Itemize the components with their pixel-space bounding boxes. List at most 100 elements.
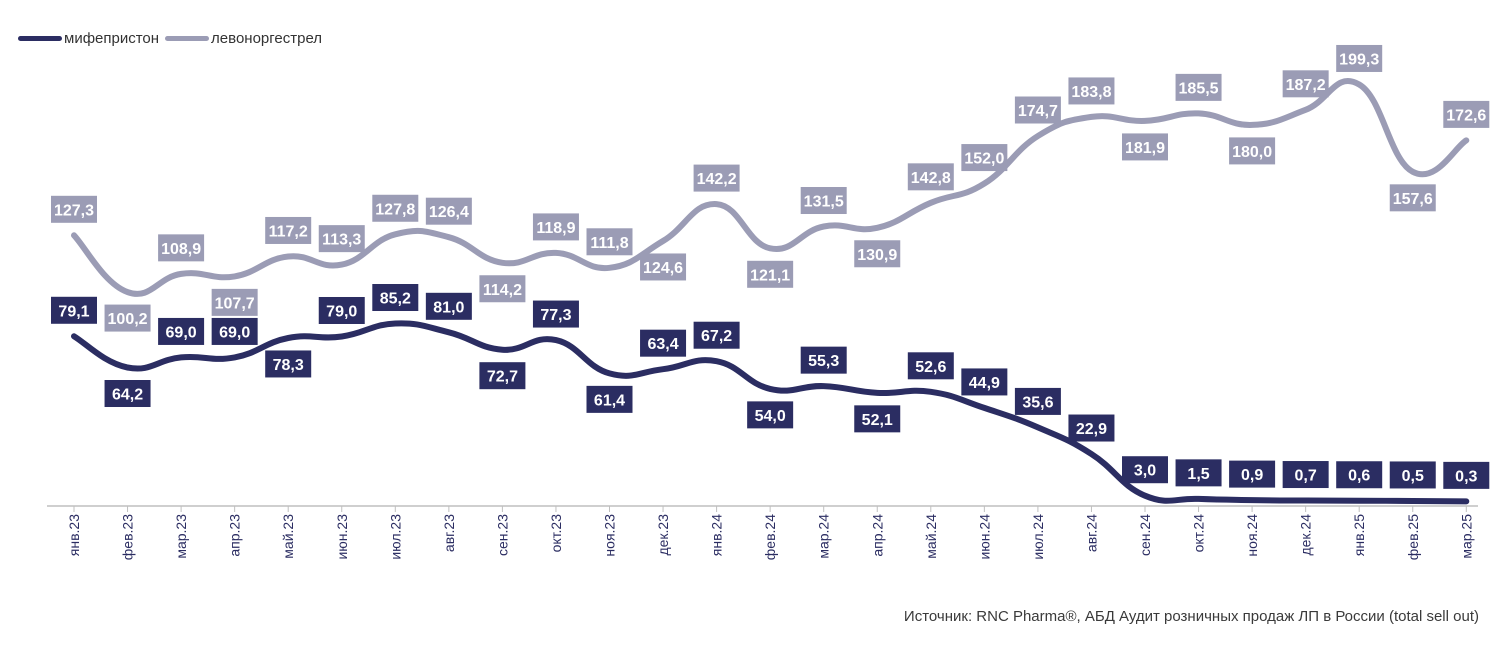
data-label-text: 72,7 (487, 369, 518, 386)
data-label: 107,7 (211, 288, 258, 316)
x-tick-label: мар.23 (173, 514, 189, 559)
data-label: 114,2 (479, 275, 526, 303)
data-label-box (693, 321, 740, 349)
data-label-text: 52,1 (862, 412, 893, 429)
data-label: 77,3 (532, 300, 579, 328)
data-label-text: 183,8 (1071, 84, 1111, 101)
x-tick-label: авг.24 (1083, 514, 1099, 552)
data-label-text: 199,3 (1339, 51, 1379, 68)
source-note: Источник: RNC Pharma®, АБД Аудит розничн… (903, 608, 1479, 625)
data-label-text: 22,9 (1076, 421, 1107, 438)
x-tick-label: ноя.24 (1244, 514, 1260, 557)
chart-legend: мифепристон левоноргестрел (18, 30, 328, 47)
data-label-box (1282, 461, 1329, 489)
data-label-text: 69,0 (219, 324, 250, 341)
x-tick-label: июл.24 (1030, 514, 1046, 560)
data-label-text: 130,9 (857, 247, 897, 264)
data-label-box (425, 197, 472, 225)
data-label-box (1068, 77, 1115, 105)
data-label-box (425, 292, 472, 320)
data-label-box (318, 296, 365, 324)
x-tick-label: дек.23 (655, 514, 671, 556)
legend-swatch-levonorgestrel (165, 36, 210, 41)
data-label-box (1068, 414, 1115, 442)
data-label-text: 0,9 (1241, 467, 1263, 484)
data-label-text: 61,4 (594, 392, 625, 409)
data-label-box (586, 385, 633, 413)
data-label: 0,6 (1336, 461, 1383, 489)
data-label-box (1014, 387, 1061, 415)
data-label-box (1175, 459, 1222, 487)
data-label-text: 152,0 (964, 151, 1004, 168)
x-tick-label: сен.23 (494, 514, 510, 556)
data-label: 69,0 (211, 317, 258, 345)
data-label: 0,9 (1229, 460, 1276, 488)
data-label-text: 107,7 (215, 295, 255, 312)
data-label-box (640, 329, 687, 357)
data-label-text: 52,6 (915, 359, 946, 376)
x-tick-label: окт.24 (1191, 514, 1207, 553)
data-label: 79,0 (318, 296, 365, 324)
x-tick-label: авг.23 (441, 514, 457, 552)
data-label-text: 79,0 (326, 303, 357, 320)
data-label-box (747, 260, 794, 288)
data-label: 174,7 (1014, 96, 1061, 124)
data-label: 152,0 (961, 144, 1008, 172)
data-label: 78,3 (265, 350, 312, 378)
x-tick-label: ноя.23 (602, 514, 618, 557)
data-label-box (907, 352, 954, 380)
data-label-box (532, 213, 579, 241)
data-label-box (907, 163, 954, 191)
data-label: 52,6 (907, 352, 954, 380)
data-label-box (961, 368, 1008, 396)
data-label: 22,9 (1068, 414, 1115, 442)
data-label-box (1122, 456, 1168, 484)
data-label-text: 3,0 (1134, 463, 1156, 480)
data-label-text: 77,3 (540, 307, 571, 324)
data-label: 111,8 (586, 228, 633, 256)
data-label: 67,2 (693, 321, 740, 349)
data-label: 172,6 (1443, 100, 1490, 128)
data-label: 127,3 (51, 195, 97, 223)
x-tick-label: фев.25 (1405, 514, 1421, 560)
data-label: 127,8 (372, 194, 419, 222)
data-label-text: 157,6 (1393, 191, 1433, 208)
data-label-box (1443, 461, 1490, 489)
data-label-text: 64,2 (112, 387, 143, 404)
data-label: 52,1 (854, 405, 901, 433)
data-label-text: 174,7 (1018, 103, 1058, 120)
data-label: 199,3 (1336, 44, 1383, 72)
data-label: 61,4 (586, 385, 633, 413)
legend-item-mifepristone: мифепристон (18, 30, 159, 47)
data-label-box (800, 187, 847, 215)
data-label-box (1122, 133, 1168, 161)
data-label: 54,0 (747, 401, 794, 429)
legend-item-levonorgestrel: левоноргестрел (165, 30, 322, 47)
data-label: 64,2 (104, 380, 151, 408)
data-label: 69,0 (158, 317, 205, 345)
data-label-box (51, 195, 97, 223)
x-tick-label: май.23 (280, 514, 296, 559)
x-tick-label: янв.25 (1351, 514, 1367, 556)
data-label-box (1229, 137, 1276, 165)
data-label-text: 35,6 (1022, 394, 1053, 411)
x-tick-label: фев.23 (120, 514, 136, 560)
x-tick-label: сен.24 (1137, 514, 1153, 556)
x-tick-label: июл.23 (387, 514, 403, 560)
series-line-levonorgestrel (71, 78, 1470, 297)
data-label-box (532, 300, 579, 328)
data-label: 0,3 (1443, 461, 1490, 489)
data-label: 1,5 (1175, 459, 1222, 487)
x-tick-label: май.24 (923, 514, 939, 559)
data-label-text: 117,2 (269, 223, 308, 240)
data-label: 187,2 (1282, 70, 1329, 98)
x-tick-label: янв.24 (709, 514, 725, 556)
x-tick-label: июн.24 (976, 514, 992, 560)
data-label-box (265, 350, 312, 378)
data-label-text: 187,2 (1286, 77, 1326, 94)
x-tick-label: апр.23 (227, 514, 243, 557)
data-label-text: 185,5 (1179, 80, 1219, 97)
data-label-text: 118,9 (536, 220, 575, 237)
data-label-box (1336, 44, 1383, 72)
data-label-box (158, 317, 205, 345)
